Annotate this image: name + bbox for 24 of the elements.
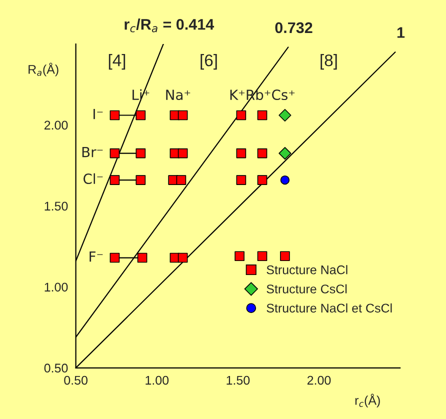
y-axis-title: R$_{a}$(Å) — [28, 62, 58, 76]
x-tick-label: 2.00 — [307, 376, 331, 385]
legend-label: Structure CsCl — [266, 284, 347, 294]
annotation: F⁻ — [90, 251, 103, 262]
annotation: [6] — [200, 54, 217, 70]
annotation: Cl⁻ — [84, 173, 103, 184]
y-tick-label: 1.00 — [44, 282, 68, 292]
legend-label: Structure NaCl et CsCl — [266, 303, 392, 313]
annotation: 0.732 — [275, 22, 312, 34]
legend-label: Structure NaCl — [266, 265, 348, 274]
y-tick-label: 2.00 — [44, 120, 68, 130]
y-tick-label: 0.50 — [44, 364, 68, 373]
annotation: [8] — [320, 54, 337, 70]
annotation: 1 — [397, 27, 405, 38]
x-tick-label: 1.00 — [146, 376, 169, 385]
y-tick-label: 1.50 — [44, 202, 68, 211]
annotation: Br⁻ — [82, 147, 103, 158]
x-tick-label: 0.50 — [64, 376, 88, 385]
annotation: [4] — [108, 54, 126, 70]
x-tick-label: 1.50 — [226, 376, 250, 385]
annotation: I⁻ — [94, 108, 103, 120]
x-axis-title: r$_{c}$(Å) — [355, 394, 380, 408]
annotation: r$_{c}$/R$_{a}$ = 0.414 — [124, 18, 214, 32]
annotation: Na⁺ — [166, 90, 190, 100]
